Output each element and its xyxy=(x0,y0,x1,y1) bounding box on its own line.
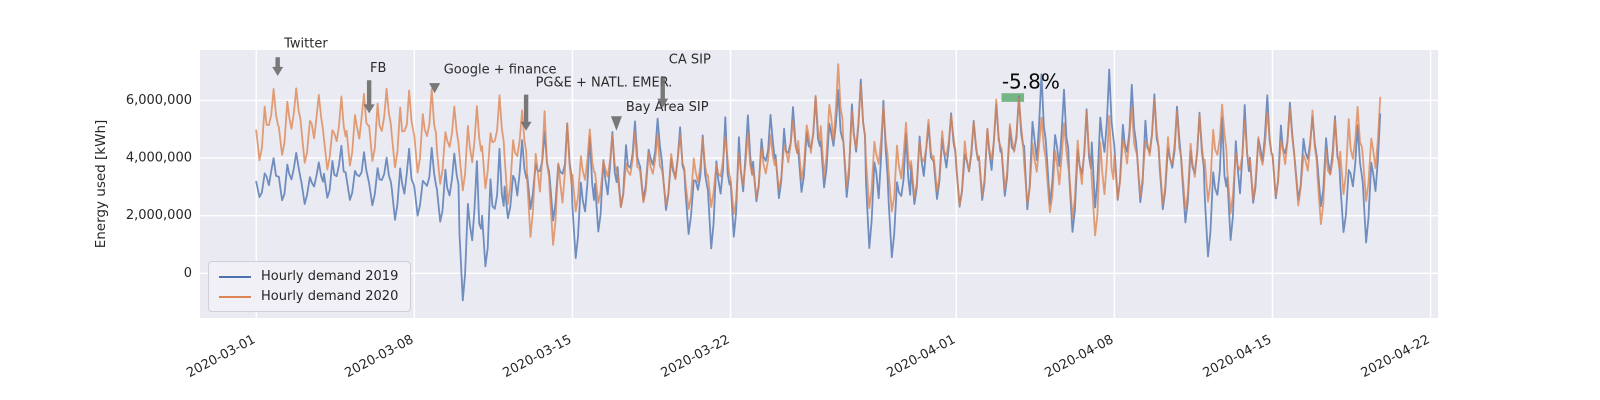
annotation-arrow-twitter xyxy=(272,57,284,76)
x-tick-label: 2020-04-15 xyxy=(1201,332,1275,381)
y-axis-title: Energy used [kWh] xyxy=(93,119,109,249)
annotation-label-fb: FB xyxy=(370,61,386,76)
x-tick-label: 2020-03-01 xyxy=(184,332,258,381)
annotation-label-twitter: Twitter xyxy=(283,37,328,52)
legend-label: Hourly demand 2019 xyxy=(261,269,399,284)
series-line-2020 xyxy=(255,63,1382,246)
annotation-arrow-fb xyxy=(363,80,375,114)
y-tick-label: 2,000,000 xyxy=(126,208,192,223)
y-tick-label: 4,000,000 xyxy=(126,151,192,166)
legend: Hourly demand 2019 Hourly demand 2020 xyxy=(208,261,412,312)
x-tick-label: 2020-04-22 xyxy=(1359,332,1433,381)
x-tick-label: 2020-03-15 xyxy=(501,332,575,381)
legend-item-2020: Hourly demand 2020 xyxy=(219,289,398,304)
legend-label: Hourly demand 2020 xyxy=(261,289,399,304)
annotation-label-google-finance: Google + finance xyxy=(444,63,557,78)
annotation-arrow-bay-area-sip xyxy=(610,116,622,131)
x-tick-label: 2020-04-01 xyxy=(884,332,958,381)
x-tick-label: 2020-03-08 xyxy=(342,332,416,381)
y-tick-label: 0 xyxy=(184,266,192,281)
y-axis: 0 2,000,000 4,000,000 6,000,000 xyxy=(126,93,192,281)
annotation-label-pge-natl-emer: PG&E + NATL. EMER. xyxy=(536,76,673,91)
highlight-rect xyxy=(1001,93,1025,102)
y-tick-label: 6,000,000 xyxy=(126,93,192,108)
annotation-arrow-pge-natl-emer xyxy=(520,94,532,131)
legend-line-swatch xyxy=(219,275,251,278)
x-tick-label: 2020-03-22 xyxy=(659,332,733,381)
series-line-2019 xyxy=(255,68,1382,302)
annotation-arrow-ca-sip xyxy=(657,77,669,108)
legend-item-2019: Hourly demand 2019 xyxy=(219,269,398,284)
annotation-arrow-google-finance xyxy=(429,83,441,94)
legend-line-swatch xyxy=(219,295,251,298)
gridlines xyxy=(200,50,1438,318)
x-axis: 2020-03-01 2020-03-08 2020-03-15 2020-03-22… xyxy=(184,332,1432,381)
annotation-label-ca-sip: CA SIP xyxy=(669,53,711,68)
annotation-label-bay-area-sip: Bay Area SIP xyxy=(626,100,709,115)
highlight-percent-label: -5.8% xyxy=(1002,70,1060,94)
x-tick-label: 2020-04-08 xyxy=(1043,332,1117,381)
